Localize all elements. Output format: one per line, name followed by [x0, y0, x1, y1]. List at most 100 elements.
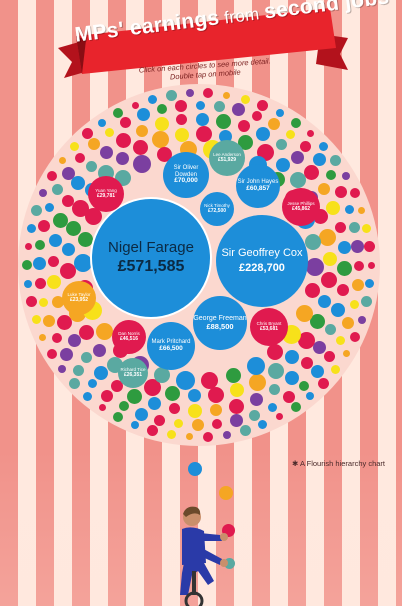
- mp-bubble-small[interactable]: [306, 392, 315, 401]
- mp-bubble-small[interactable]: [350, 332, 361, 343]
- mp-bubble-small[interactable]: [175, 370, 195, 390]
- mp-bubble-small[interactable]: [156, 104, 167, 115]
- mp-bubble-small[interactable]: [256, 126, 271, 141]
- mp-bubble-small[interactable]: [38, 297, 48, 307]
- mp-bubble-small[interactable]: [51, 333, 62, 344]
- mp-bubble-small[interactable]: [47, 255, 59, 267]
- mp-bubble-small[interactable]: [51, 296, 64, 309]
- mp-bubble-small[interactable]: [127, 388, 143, 404]
- mp-bubble-small[interactable]: [276, 157, 291, 172]
- mp-bubble-small[interactable]: [98, 403, 106, 411]
- mp-bubble-small[interactable]: [276, 413, 284, 421]
- mp-bubble-small[interactable]: [24, 242, 32, 250]
- mp-bubble-small[interactable]: [154, 414, 166, 426]
- mp-bubble-small[interactable]: [95, 323, 113, 341]
- mp-bubble-small[interactable]: [31, 315, 41, 325]
- mp-bubble-small[interactable]: [79, 325, 95, 341]
- mp-bubble-small[interactable]: [304, 283, 320, 299]
- mp-bubble-small[interactable]: [80, 352, 92, 364]
- mp-bubble-small[interactable]: [60, 263, 77, 280]
- mp-bubble-small[interactable]: [290, 171, 307, 188]
- mp-bubble-small[interactable]: [32, 257, 46, 271]
- mp-bubble-small[interactable]: [311, 365, 325, 379]
- mp-bubble-small[interactable]: [334, 222, 346, 234]
- mp-bubble-small[interactable]: [203, 431, 214, 442]
- mp-bubble-small[interactable]: [344, 204, 354, 214]
- mp-bubble-small[interactable]: [201, 372, 219, 390]
- mp-bubble-small[interactable]: [46, 275, 61, 289]
- flourish-credit[interactable]: ✱ A Flourish hierarchy chart: [292, 459, 386, 468]
- mp-bubble-small[interactable]: [52, 184, 64, 196]
- mp-bubble-small[interactable]: [342, 316, 355, 329]
- mp-bubble-small[interactable]: [331, 364, 341, 374]
- mp-bubble-small[interactable]: [318, 377, 330, 389]
- mp-bubble-small[interactable]: [290, 117, 301, 128]
- mp-bubble-small[interactable]: [39, 333, 47, 341]
- mp-bubble-small[interactable]: [237, 120, 250, 133]
- mp-bubble-small[interactable]: [87, 379, 97, 389]
- mp-bubble-small[interactable]: [176, 114, 188, 126]
- mp-bubble-small[interactable]: [60, 348, 74, 362]
- mp-bubble-small[interactable]: [306, 130, 314, 138]
- mp-bubble-small[interactable]: [154, 116, 169, 131]
- mp-bubble-small[interactable]: [87, 138, 100, 151]
- mp-bubble-small[interactable]: [24, 279, 32, 288]
- mp-bubble-small[interactable]: [25, 296, 37, 308]
- mp-bubble-small[interactable]: [275, 138, 287, 150]
- mp-bubble-small[interactable]: [318, 295, 332, 309]
- mp-bubble-small[interactable]: [82, 128, 94, 140]
- mp-bubble-small[interactable]: [93, 343, 107, 357]
- bubble-yuan-yang[interactable]: Yuan Yang £29,781: [88, 176, 124, 212]
- mp-bubble-small[interactable]: [258, 420, 268, 430]
- mp-bubble-small[interactable]: [309, 314, 325, 330]
- bubble-oliver-dowden[interactable]: Sir Oliver Dowden £70,000: [163, 152, 209, 198]
- mp-bubble-small[interactable]: [231, 103, 245, 117]
- mp-bubble-small[interactable]: [230, 383, 245, 398]
- mp-bubble-small[interactable]: [342, 172, 351, 181]
- mp-bubble-small[interactable]: [65, 220, 81, 236]
- mp-bubble-small[interactable]: [365, 279, 375, 289]
- mp-bubble-small[interactable]: [185, 89, 194, 98]
- mp-bubble-small[interactable]: [267, 402, 277, 412]
- mp-bubble-small[interactable]: [284, 370, 299, 385]
- mp-bubble-small[interactable]: [203, 88, 214, 99]
- mp-bubble-small[interactable]: [326, 200, 341, 215]
- mp-bubble-small[interactable]: [290, 150, 304, 164]
- mp-bubble-small[interactable]: [319, 142, 329, 152]
- mp-bubble-small[interactable]: [104, 128, 114, 138]
- mp-bubble-small[interactable]: [71, 175, 86, 190]
- mp-bubble-small[interactable]: [238, 135, 254, 151]
- mp-bubble-small[interactable]: [174, 100, 187, 113]
- mp-bubble-small[interactable]: [68, 377, 80, 389]
- mp-bubble-small[interactable]: [353, 261, 364, 272]
- mp-bubble-small[interactable]: [246, 357, 265, 376]
- bubble-jesse-phillips[interactable]: Jesse Phillips £45,862: [282, 188, 320, 226]
- mp-bubble-small[interactable]: [267, 344, 284, 361]
- mp-bubble-small[interactable]: [69, 142, 79, 152]
- mp-bubble-small[interactable]: [313, 340, 327, 354]
- mp-bubble-small[interactable]: [324, 323, 336, 335]
- mp-bubble-small[interactable]: [75, 153, 86, 163]
- mp-bubble-small[interactable]: [239, 425, 251, 437]
- mp-bubble-small[interactable]: [48, 233, 62, 247]
- mp-bubble-small[interactable]: [336, 283, 349, 296]
- mp-bubble-small[interactable]: [152, 131, 170, 149]
- mp-bubble-small[interactable]: [135, 124, 148, 137]
- mp-bubble-small[interactable]: [118, 401, 129, 412]
- mp-bubble-small[interactable]: [115, 152, 129, 166]
- mp-bubble-small[interactable]: [61, 166, 75, 180]
- mp-bubble-small[interactable]: [166, 430, 176, 440]
- mp-bubble-small[interactable]: [248, 373, 266, 391]
- mp-bubble-small[interactable]: [300, 140, 312, 152]
- mp-bubble-small[interactable]: [131, 420, 140, 429]
- mp-bubble-small[interactable]: [57, 314, 73, 330]
- mp-bubble-small[interactable]: [93, 365, 108, 380]
- bubble-george-freeman[interactable]: George Freeman £88,500: [193, 296, 247, 350]
- mp-bubble-small[interactable]: [285, 350, 300, 365]
- mp-bubble-small[interactable]: [295, 305, 313, 323]
- mp-bubble-small[interactable]: [26, 223, 36, 233]
- mp-bubble-small[interactable]: [240, 94, 250, 104]
- mp-bubble-small[interactable]: [191, 418, 204, 431]
- mp-bubble-small[interactable]: [351, 279, 364, 292]
- mp-bubble-small[interactable]: [297, 331, 315, 349]
